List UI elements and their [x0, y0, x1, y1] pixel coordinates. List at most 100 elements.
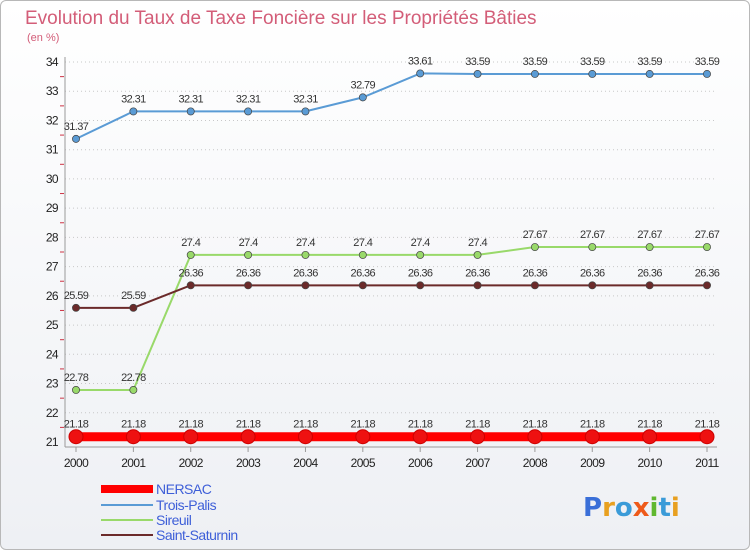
data-point: [645, 243, 654, 251]
x-tick-label: 2007: [465, 456, 490, 470]
data-label: 27.4: [296, 237, 315, 249]
data-point: [72, 303, 80, 312]
data-label: 27.67: [580, 229, 605, 241]
grid-lines: [65, 61, 717, 414]
data-point: [588, 281, 597, 290]
data-label: 26.36: [695, 267, 720, 279]
data-point: [129, 303, 138, 312]
data-point: [642, 429, 658, 445]
data-label: 21.18: [695, 419, 720, 431]
data-label: 27.4: [353, 237, 372, 249]
data-label: 21.18: [408, 419, 433, 431]
y-tick-label: 30: [46, 172, 59, 186]
data-point: [297, 429, 313, 445]
data-point: [244, 107, 253, 116]
data-point: [301, 107, 310, 116]
data-point: [588, 243, 597, 251]
logo-letter: i: [671, 493, 680, 523]
data-label: 27.4: [468, 237, 487, 249]
y-tick-label: 24: [46, 347, 59, 361]
data-point: [530, 281, 539, 290]
data-label: 26.36: [580, 267, 605, 279]
data-point: [588, 70, 597, 78]
data-point: [240, 429, 256, 445]
data-point: [470, 429, 486, 445]
data-label: 31.37: [64, 121, 89, 133]
data-label: 26.36: [523, 267, 548, 279]
y-tick-label: 27: [46, 260, 59, 274]
x-tick-label: 2002: [179, 456, 204, 470]
data-point: [355, 429, 371, 445]
data-label: 21.18: [236, 419, 261, 431]
data-point: [645, 70, 654, 78]
data-label: 27.67: [523, 229, 548, 241]
data-point: [473, 281, 482, 290]
data-point: [530, 243, 539, 251]
y-tick-label: 28: [46, 230, 59, 244]
data-point: [416, 281, 425, 290]
y-tick-label: 23: [46, 377, 59, 391]
data-label: 32.79: [351, 79, 376, 91]
data-label: 33.59: [523, 56, 548, 68]
y-tick-label: 29: [46, 201, 59, 215]
x-tick-label: 2011: [695, 456, 719, 470]
data-label: 21.18: [465, 419, 490, 431]
data-label: 33.59: [695, 56, 720, 68]
data-label: 21.18: [293, 419, 318, 431]
data-point: [584, 429, 600, 445]
series-line-sireuil: [76, 246, 707, 391]
data-label: 26.36: [293, 267, 318, 279]
proxiti-logo: Proxiti: [583, 493, 680, 523]
y-tick-label: 32: [46, 113, 59, 127]
data-label: 26.36: [351, 267, 376, 279]
y-tick-label: 22: [46, 406, 59, 420]
data-label: 22.78: [64, 372, 89, 384]
data-label: 33.61: [408, 55, 433, 67]
data-label: 26.36: [465, 267, 490, 279]
legend-label: Sireuil: [156, 512, 192, 528]
data-labels: 31.37 32.31 32.31 32.31 32.31 32.79 33.61 33.59…: [64, 55, 721, 431]
logo-letter: r: [602, 493, 615, 523]
data-label: 21.18: [121, 419, 146, 431]
y-tick-label: 31: [46, 143, 59, 157]
series-line-trois-palis: [75, 72, 707, 140]
data-label: 26.36: [236, 267, 261, 279]
data-point: [416, 69, 425, 78]
data-label: 21.18: [351, 419, 376, 431]
y-tick-label: 26: [46, 289, 59, 303]
data-label: 32.31: [178, 93, 203, 105]
chart-title: Evolution du Taux de Taxe Foncière sur l…: [25, 8, 537, 29]
x-tick-label: 2010: [637, 456, 662, 470]
logo-letter: i: [650, 493, 659, 523]
series-layer: [68, 69, 715, 445]
data-point: [473, 70, 482, 78]
data-point: [703, 281, 711, 290]
data-point: [244, 250, 253, 259]
data-point: [129, 386, 138, 394]
logo-letter: P: [583, 493, 602, 523]
logo-letter: x: [633, 493, 650, 523]
data-label: 25.59: [64, 290, 89, 302]
legend-label: Trois-Palis: [156, 497, 217, 513]
data-label: 21.18: [580, 419, 605, 431]
data-point: [68, 429, 84, 445]
data-label: 27.4: [239, 237, 258, 249]
y-tick-label: 33: [46, 84, 59, 98]
data-point: [527, 429, 543, 445]
x-tick-label: 2005: [351, 456, 376, 470]
data-point: [125, 429, 141, 445]
data-point: [530, 70, 539, 78]
data-label: 21.18: [637, 419, 662, 431]
data-point: [358, 93, 367, 102]
data-label: 33.59: [637, 56, 662, 68]
data-point: [244, 281, 253, 290]
data-point: [703, 70, 711, 78]
logo-letter: t: [658, 493, 670, 523]
data-point: [416, 250, 425, 259]
series-line-saint-saturnin: [76, 284, 707, 309]
x-tick-label: 2004: [293, 456, 318, 470]
y-tick-label: 25: [46, 318, 59, 332]
x-tick-label: 2001: [121, 456, 146, 470]
